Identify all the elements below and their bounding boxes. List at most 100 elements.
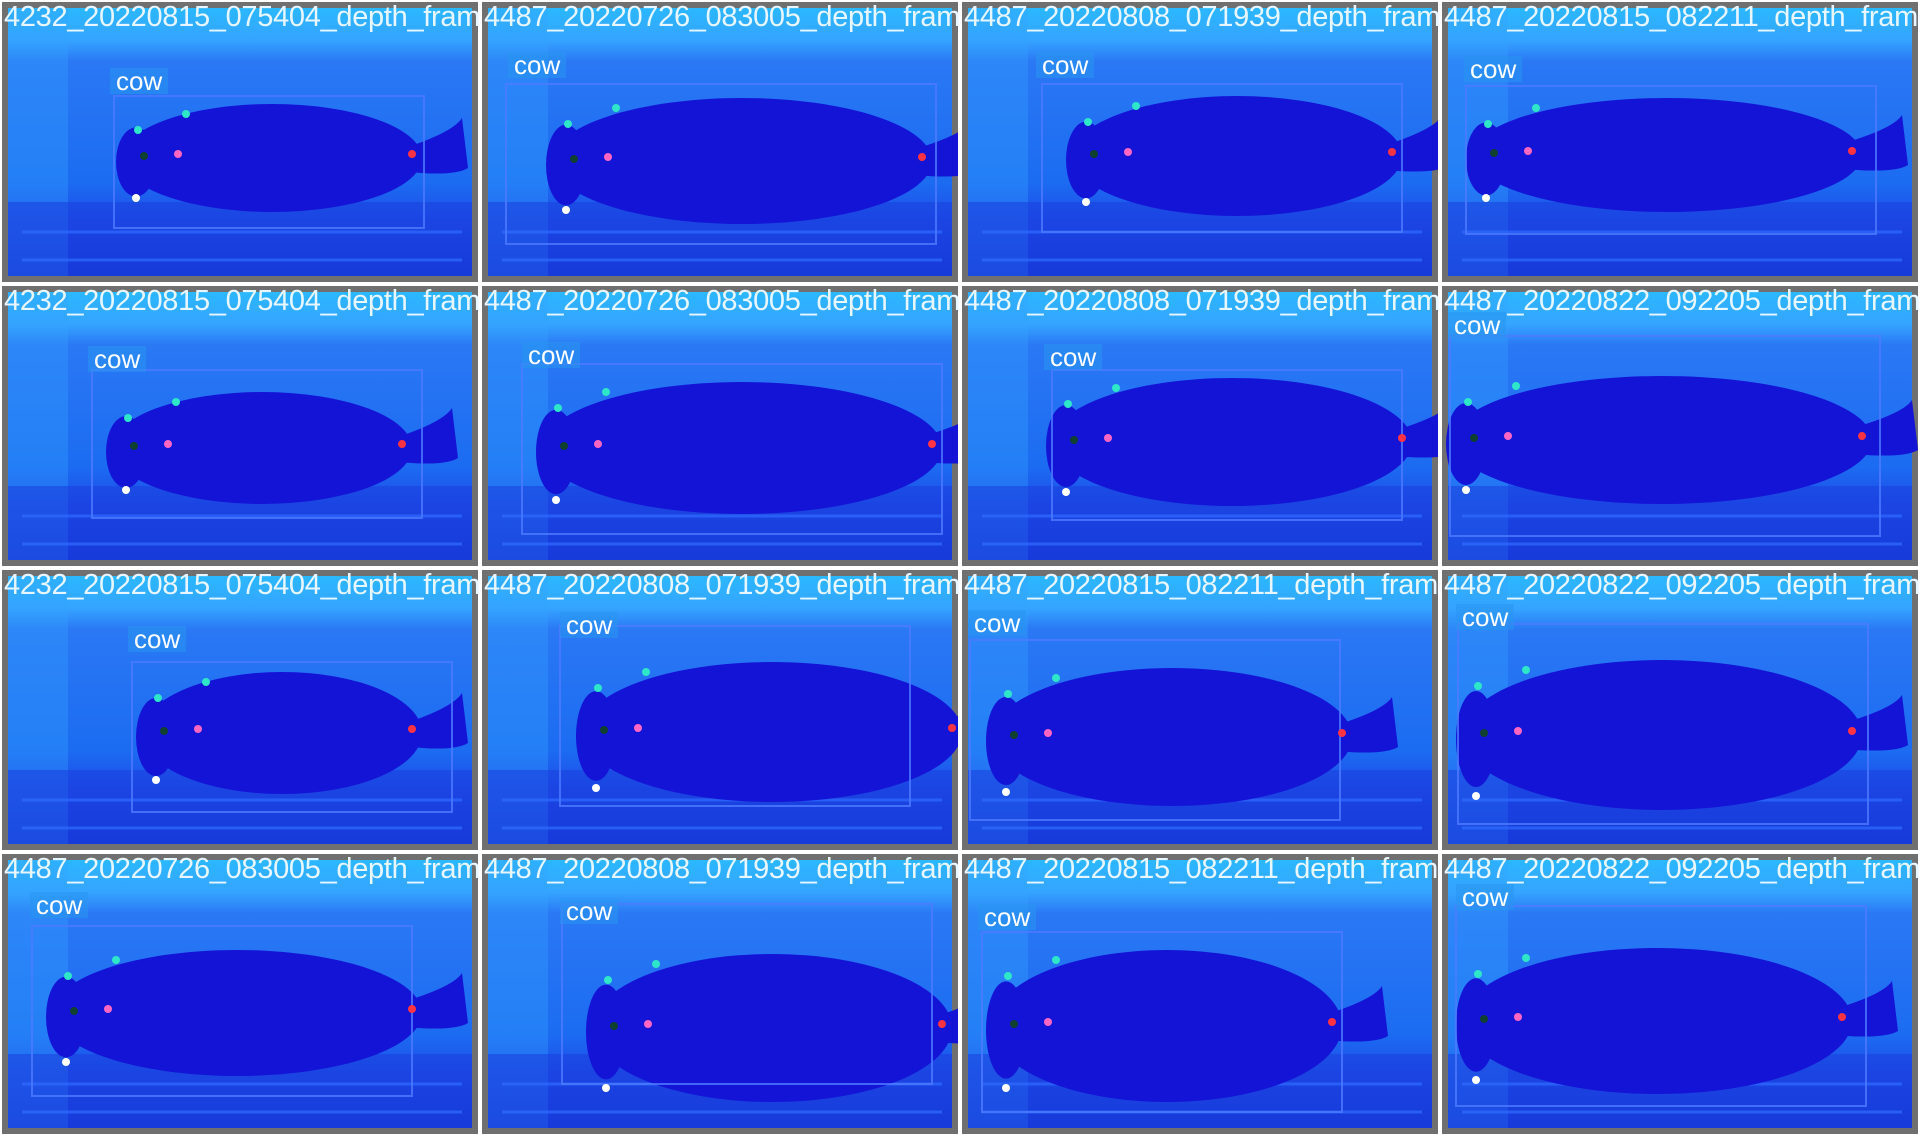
- depth-image: [1448, 8, 1912, 276]
- withers-keypoint: [1104, 434, 1112, 442]
- withers-keypoint: [604, 153, 612, 161]
- detection-label: cow: [978, 904, 1037, 930]
- eye-keypoint: [1090, 150, 1098, 158]
- head-top-keypoint: [642, 668, 650, 676]
- withers-keypoint: [1514, 1013, 1522, 1021]
- withers-keypoint: [1044, 1018, 1052, 1026]
- depth-frame: cow: [2, 2, 478, 282]
- forehead-keypoint: [1084, 118, 1092, 126]
- head-top-keypoint: [1132, 102, 1140, 110]
- tail-keypoint: [948, 724, 956, 732]
- forehead-keypoint: [124, 414, 132, 422]
- depth-frame-tile: cow4487_20220822_092205_depth_frame_300.…: [1440, 852, 1920, 1136]
- eye-keypoint: [160, 727, 168, 735]
- chin-keypoint: [1462, 486, 1470, 494]
- withers-keypoint: [644, 1020, 652, 1028]
- head-top-keypoint: [602, 388, 610, 396]
- tail-keypoint: [1848, 147, 1856, 155]
- chin-keypoint: [1482, 194, 1490, 202]
- forehead-keypoint: [154, 694, 162, 702]
- eye-keypoint: [1010, 1020, 1018, 1028]
- eye-keypoint: [130, 442, 138, 450]
- forehead-keypoint: [1064, 400, 1072, 408]
- depth-image: [488, 860, 958, 1128]
- depth-frame-tile: cow 4487_20220815_082211_depth_frame_150.…: [960, 852, 1573, 1136]
- depth-frame: cow: [2, 570, 478, 850]
- forehead-keypoint: [1474, 970, 1482, 978]
- eye-keypoint: [1480, 1015, 1488, 1023]
- withers-keypoint: [1524, 147, 1532, 155]
- detection-label: cow: [1044, 344, 1103, 370]
- depth-image: [968, 576, 1432, 844]
- head-top-keypoint: [182, 110, 190, 118]
- depth-image: [488, 576, 958, 844]
- chin-keypoint: [1472, 1076, 1480, 1084]
- forehead-keypoint: [1474, 682, 1482, 690]
- depth-image: [8, 860, 472, 1128]
- tail-keypoint: [408, 150, 416, 158]
- depth-frame-tile: cow 4487_20220808_071939_depth_frame_300.…: [960, 0, 1575, 284]
- withers-keypoint: [174, 150, 182, 158]
- head-top-keypoint: [202, 678, 210, 686]
- head-top-keypoint: [1512, 382, 1520, 390]
- detection-label: cow: [1036, 52, 1095, 78]
- forehead-keypoint: [554, 404, 562, 412]
- withers-keypoint: [594, 440, 602, 448]
- head-top-keypoint: [1522, 954, 1530, 962]
- forehead-keypoint: [604, 976, 612, 984]
- tail-keypoint: [1398, 434, 1406, 442]
- chin-keypoint: [1002, 1084, 1010, 1092]
- chin-keypoint: [552, 496, 560, 504]
- forehead-keypoint: [564, 120, 572, 128]
- head-top-keypoint: [1052, 956, 1060, 964]
- tail-keypoint: [1328, 1018, 1336, 1026]
- tail-keypoint: [1858, 432, 1866, 440]
- tail-keypoint: [1838, 1013, 1846, 1021]
- tail-keypoint: [1388, 148, 1396, 156]
- detection-label: cow: [30, 892, 89, 918]
- detection-label: cow: [1448, 312, 1507, 338]
- forehead-keypoint: [1464, 398, 1472, 406]
- chin-keypoint: [1082, 198, 1090, 206]
- detection-label: cow: [128, 626, 187, 652]
- tail-keypoint: [398, 440, 406, 448]
- head-top-keypoint: [1112, 384, 1120, 392]
- depth-frame-tile: cow 4487_20220726_083005_depth_frame_150.…: [480, 0, 1095, 284]
- detection-label: cow: [508, 52, 567, 78]
- tail-keypoint: [1338, 729, 1346, 737]
- depth-frame-tile: cow 4232_20220815_075404_depth_frame_150.…: [0, 284, 615, 568]
- depth-image: [1448, 576, 1912, 844]
- depth-image: [1448, 860, 1912, 1128]
- depth-frame-tile: cow4487_20220822_092205_depth_frame_150.…: [1440, 568, 1920, 852]
- depth-frame: cow: [1442, 854, 1918, 1134]
- head-top-keypoint: [1532, 104, 1540, 112]
- depth-frame-tile: cow 4487_20220808_071939_depth_frame_450.…: [960, 284, 1575, 568]
- depth-frame: cow: [482, 854, 958, 1134]
- detection-label: cow: [968, 610, 1027, 636]
- depth-frame: cow: [962, 2, 1438, 282]
- chin-keypoint: [592, 784, 600, 792]
- depth-frame: cow: [482, 286, 958, 566]
- depth-image: [488, 292, 958, 560]
- head-top-keypoint: [172, 398, 180, 406]
- depth-frame-tile: cow 4487_20220808_071939_depth_frame_150.…: [480, 852, 1095, 1136]
- chin-keypoint: [152, 776, 160, 784]
- eye-keypoint: [1490, 149, 1498, 157]
- depth-image: [8, 8, 472, 276]
- depth-frame: cow: [482, 2, 958, 282]
- forehead-keypoint: [594, 684, 602, 692]
- detection-label: cow: [88, 346, 147, 372]
- chin-keypoint: [122, 486, 130, 494]
- withers-keypoint: [1504, 432, 1512, 440]
- eye-keypoint: [600, 726, 608, 734]
- head-top-keypoint: [112, 956, 120, 964]
- chin-keypoint: [132, 194, 140, 202]
- chin-keypoint: [1002, 788, 1010, 796]
- eye-keypoint: [610, 1022, 618, 1030]
- depth-frame: cow: [482, 570, 958, 850]
- depth-image: [968, 292, 1438, 560]
- detection-label: cow: [1456, 884, 1515, 910]
- depth-image: [488, 8, 958, 276]
- forehead-keypoint: [1484, 120, 1492, 128]
